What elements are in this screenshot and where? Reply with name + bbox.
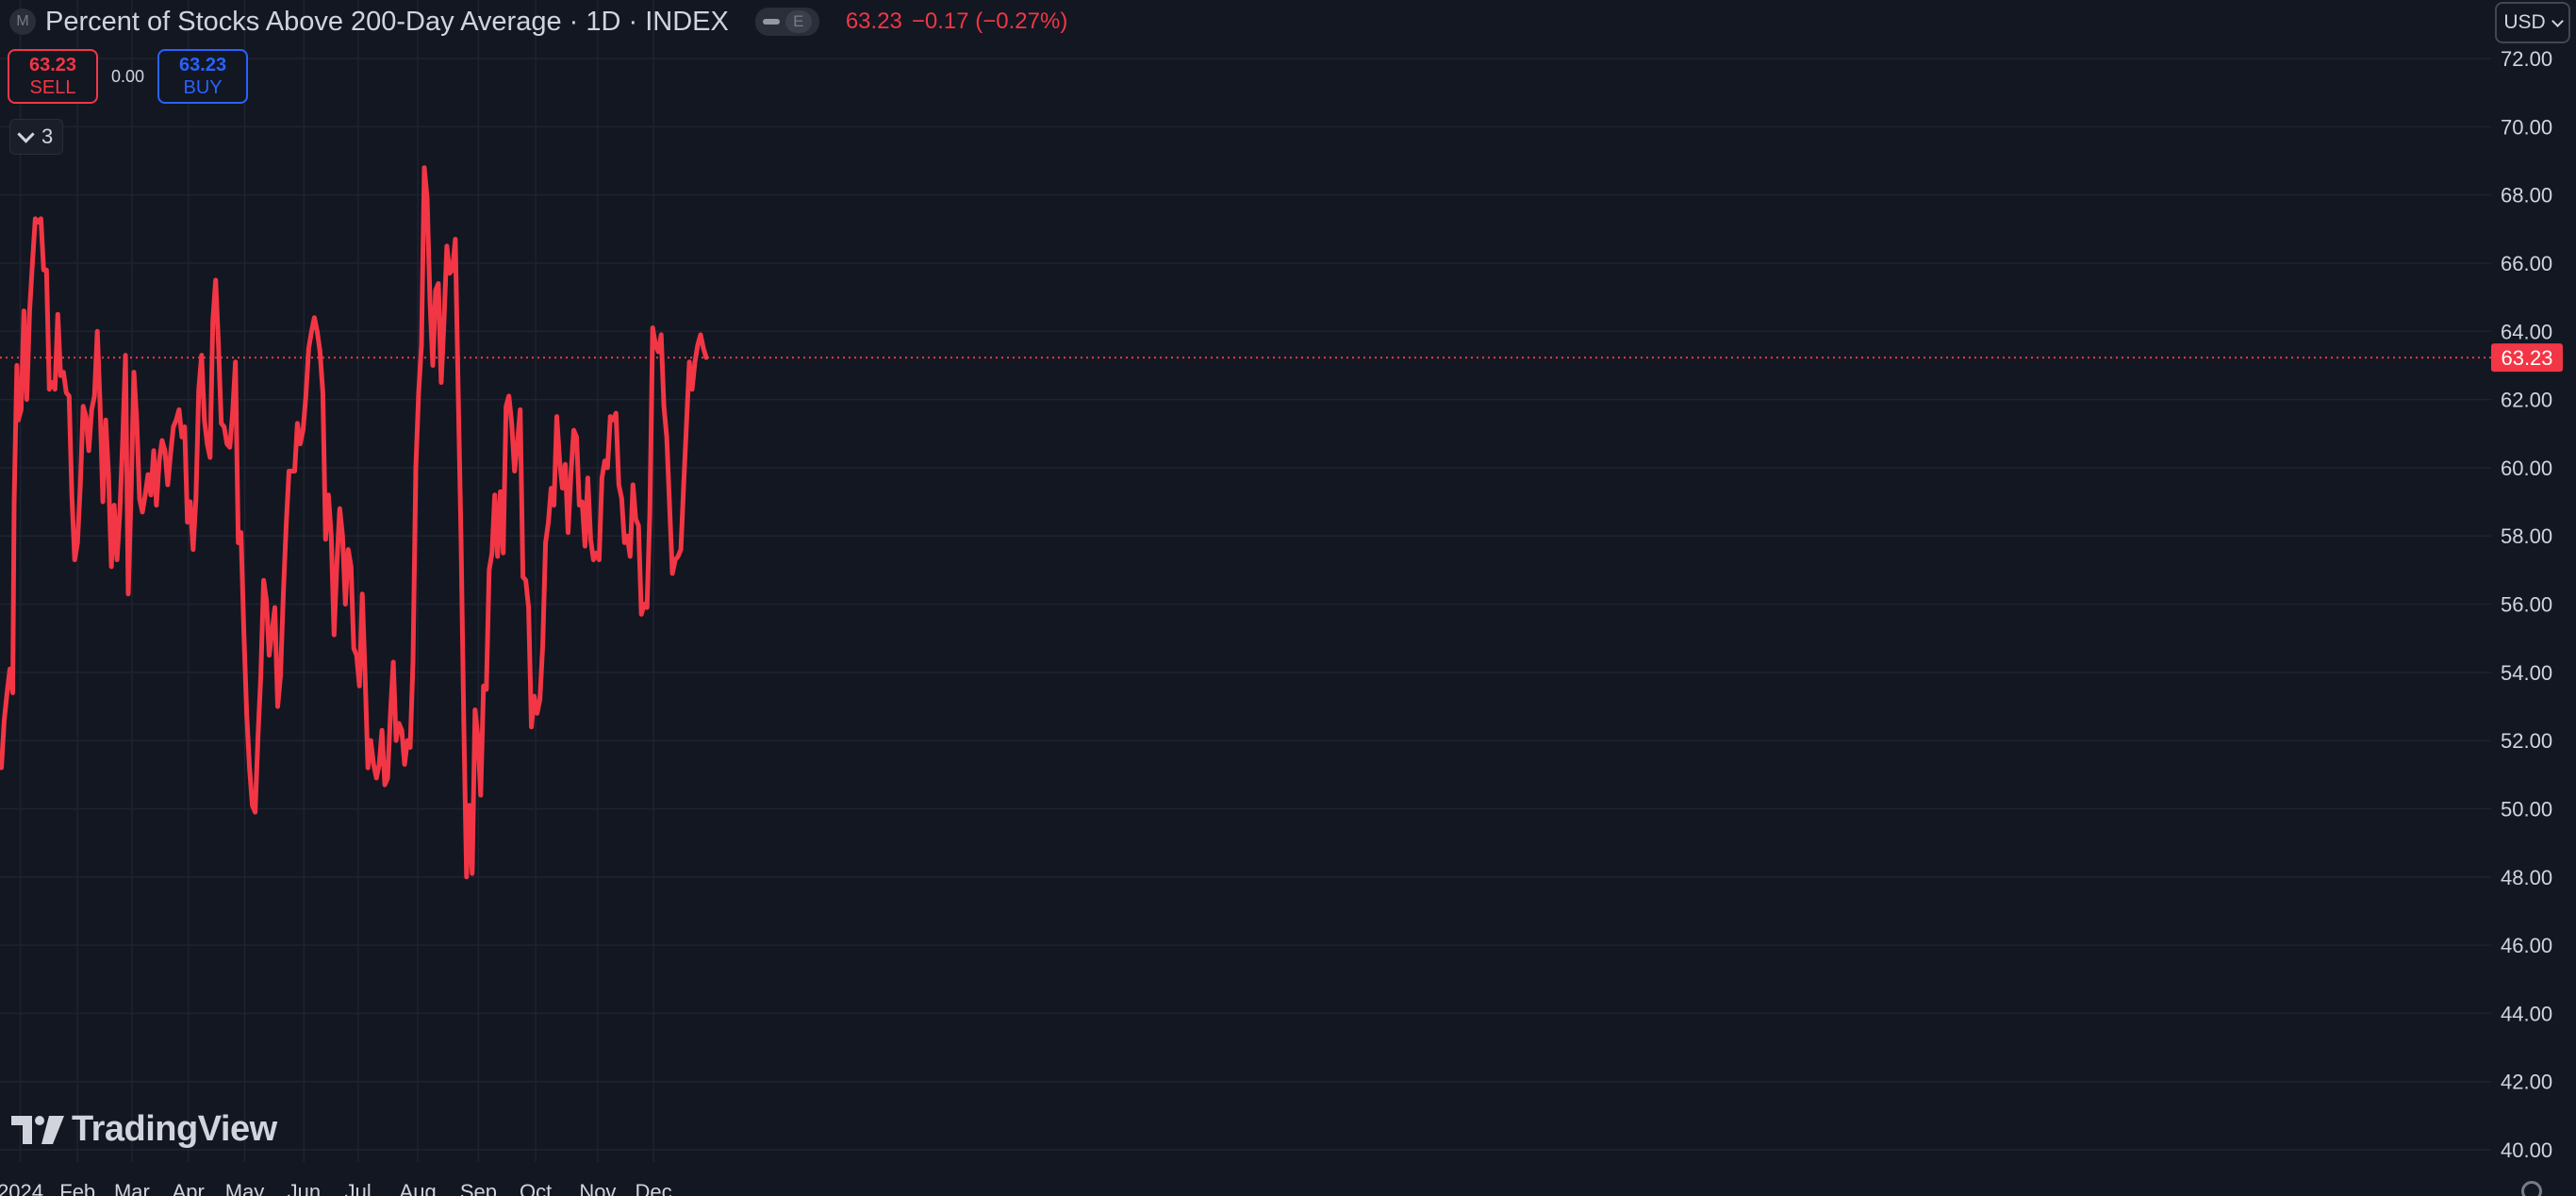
y-tick-label: 42.00 bbox=[2501, 1071, 2552, 1094]
x-tick-label: May bbox=[225, 1180, 265, 1196]
exchange-pill[interactable]: E bbox=[754, 8, 819, 36]
tradingview-watermark[interactable]: TradingView bbox=[11, 1109, 277, 1150]
chevron-down-icon bbox=[2551, 14, 2564, 27]
currency-value: USD bbox=[2503, 11, 2546, 33]
minus-icon bbox=[762, 19, 780, 25]
price-change: −0.17 (−0.27%) bbox=[911, 8, 1068, 34]
x-tick-label: Mar bbox=[114, 1180, 150, 1196]
y-tick-label: 54.00 bbox=[2501, 661, 2552, 685]
y-tick-label: 66.00 bbox=[2501, 252, 2552, 275]
x-tick-label: Oct bbox=[520, 1180, 552, 1196]
watermark-text: TradingView bbox=[72, 1109, 277, 1149]
buy-label: BUY bbox=[183, 77, 223, 98]
series-line bbox=[0, 165, 709, 880]
x-tick-label: Aug bbox=[400, 1180, 437, 1196]
y-tick-label: 48.00 bbox=[2501, 866, 2552, 889]
symbol-logo-icon: M bbox=[9, 8, 36, 35]
sell-button[interactable]: 63.23 SELL bbox=[8, 49, 98, 104]
sell-price: 63.23 bbox=[28, 55, 77, 75]
y-tick-label: 64.00 bbox=[2501, 320, 2552, 343]
y-tick-label: 68.00 bbox=[2501, 184, 2552, 208]
currency-select[interactable]: USD bbox=[2495, 2, 2570, 43]
chevron-down-icon bbox=[17, 125, 35, 143]
symbol-title[interactable]: Percent of Stocks Above 200-Day Average … bbox=[45, 6, 729, 37]
y-tick-label: 52.00 bbox=[2501, 729, 2552, 753]
y-tick-label: 56.00 bbox=[2501, 593, 2552, 617]
y-tick-label: 72.00 bbox=[2501, 47, 2552, 71]
trade-panel: 63.23 SELL 0.00 63.23 BUY bbox=[8, 49, 249, 104]
spread-value: 0.00 bbox=[111, 66, 145, 86]
last-price-label-bg bbox=[2491, 343, 2563, 373]
y-tick-label: 58.00 bbox=[2501, 524, 2552, 548]
time-axis[interactable]: 2024 Feb Mar Apr May Jun Jul Aug Sep Oct Nov Dec bbox=[0, 1180, 672, 1196]
x-tick-label: Sep bbox=[460, 1180, 497, 1196]
x-tick-label: Nov bbox=[579, 1180, 616, 1196]
y-tick-label: 70.00 bbox=[2501, 115, 2552, 139]
y-tick-label: 60.00 bbox=[2501, 457, 2552, 480]
last-price-label-text: 63.23 bbox=[2501, 346, 2552, 370]
indicators-toggle[interactable]: 3 bbox=[9, 119, 64, 155]
y-tick-label: 40.00 bbox=[2501, 1138, 2552, 1162]
pill-letter: E bbox=[784, 10, 812, 33]
y-tick-label: 62.00 bbox=[2501, 389, 2552, 412]
x-tick-label: Feb bbox=[59, 1180, 95, 1196]
chart-grid bbox=[0, 0, 2491, 1162]
buy-price: 63.23 bbox=[179, 55, 227, 75]
last-price-label: 63.23 bbox=[2491, 343, 2563, 373]
last-price: 63.23 bbox=[845, 8, 902, 34]
price-axis[interactable]: 40.00 42.00 44.00 46.00 48.00 50.00 52.00 54.00… bbox=[2501, 47, 2552, 1162]
series-layer bbox=[0, 165, 709, 880]
symbol-legend[interactable]: M Percent of Stocks Above 200-Day Averag… bbox=[9, 4, 1067, 40]
x-tick-label: Jun bbox=[288, 1180, 321, 1196]
tradingview-logo-icon bbox=[11, 1115, 64, 1144]
y-tick-label: 44.00 bbox=[2501, 1002, 2552, 1025]
indicators-count: 3 bbox=[41, 125, 54, 148]
y-tick-label: 46.00 bbox=[2501, 934, 2552, 957]
x-tick-label: Dec bbox=[636, 1180, 672, 1196]
x-tick-label: Jul bbox=[345, 1180, 372, 1196]
sell-label: SELL bbox=[29, 77, 76, 98]
x-tick-label: Apr bbox=[173, 1180, 205, 1196]
gear-icon[interactable] bbox=[2521, 1181, 2542, 1196]
y-tick-label: 50.00 bbox=[2501, 797, 2552, 821]
buy-button[interactable]: 63.23 BUY bbox=[157, 49, 249, 104]
x-tick-label: 2024 bbox=[0, 1180, 43, 1196]
